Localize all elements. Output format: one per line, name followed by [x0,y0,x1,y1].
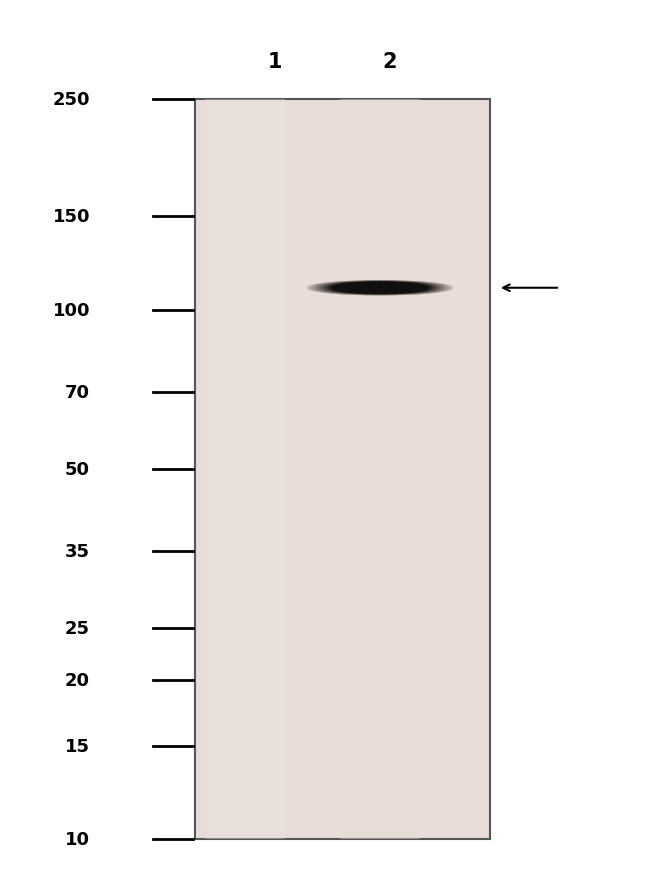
Ellipse shape [309,282,451,295]
Ellipse shape [325,282,435,295]
Ellipse shape [328,282,432,294]
Ellipse shape [311,282,449,295]
Ellipse shape [313,282,447,295]
Ellipse shape [326,282,434,294]
Ellipse shape [318,282,442,295]
Ellipse shape [308,282,452,295]
Ellipse shape [320,282,439,295]
Text: 35: 35 [65,542,90,561]
Ellipse shape [311,282,448,295]
Ellipse shape [317,282,443,295]
Text: 250: 250 [53,91,90,109]
Ellipse shape [326,282,434,294]
Ellipse shape [333,283,427,294]
Ellipse shape [309,282,450,295]
Bar [340,100,420,839]
Ellipse shape [323,282,437,295]
Ellipse shape [322,282,438,295]
Ellipse shape [320,282,440,295]
Ellipse shape [321,282,439,295]
Ellipse shape [332,283,428,294]
Ellipse shape [331,283,429,294]
Ellipse shape [315,282,445,295]
Ellipse shape [332,283,428,294]
Text: 1: 1 [268,52,282,72]
Ellipse shape [315,282,445,295]
Text: 10: 10 [65,830,90,848]
Bar [195,100,490,839]
Text: 50: 50 [65,461,90,479]
Text: 70: 70 [65,383,90,401]
Ellipse shape [330,283,430,294]
Ellipse shape [314,282,446,295]
Text: 25: 25 [65,620,90,638]
Ellipse shape [316,282,444,295]
Ellipse shape [330,283,430,294]
Ellipse shape [310,282,450,295]
Ellipse shape [322,282,437,295]
Ellipse shape [312,282,448,295]
Text: 2: 2 [383,52,397,72]
Ellipse shape [329,283,431,294]
Ellipse shape [324,282,436,295]
Ellipse shape [317,282,443,295]
Ellipse shape [324,282,436,295]
Ellipse shape [313,282,447,295]
Ellipse shape [307,282,452,295]
Text: 15: 15 [65,737,90,755]
Text: 150: 150 [53,209,90,226]
Text: 100: 100 [53,302,90,319]
Ellipse shape [327,282,433,294]
Ellipse shape [319,282,441,295]
Ellipse shape [328,282,432,294]
Text: 20: 20 [65,671,90,689]
Ellipse shape [318,282,441,295]
Bar [205,100,285,839]
